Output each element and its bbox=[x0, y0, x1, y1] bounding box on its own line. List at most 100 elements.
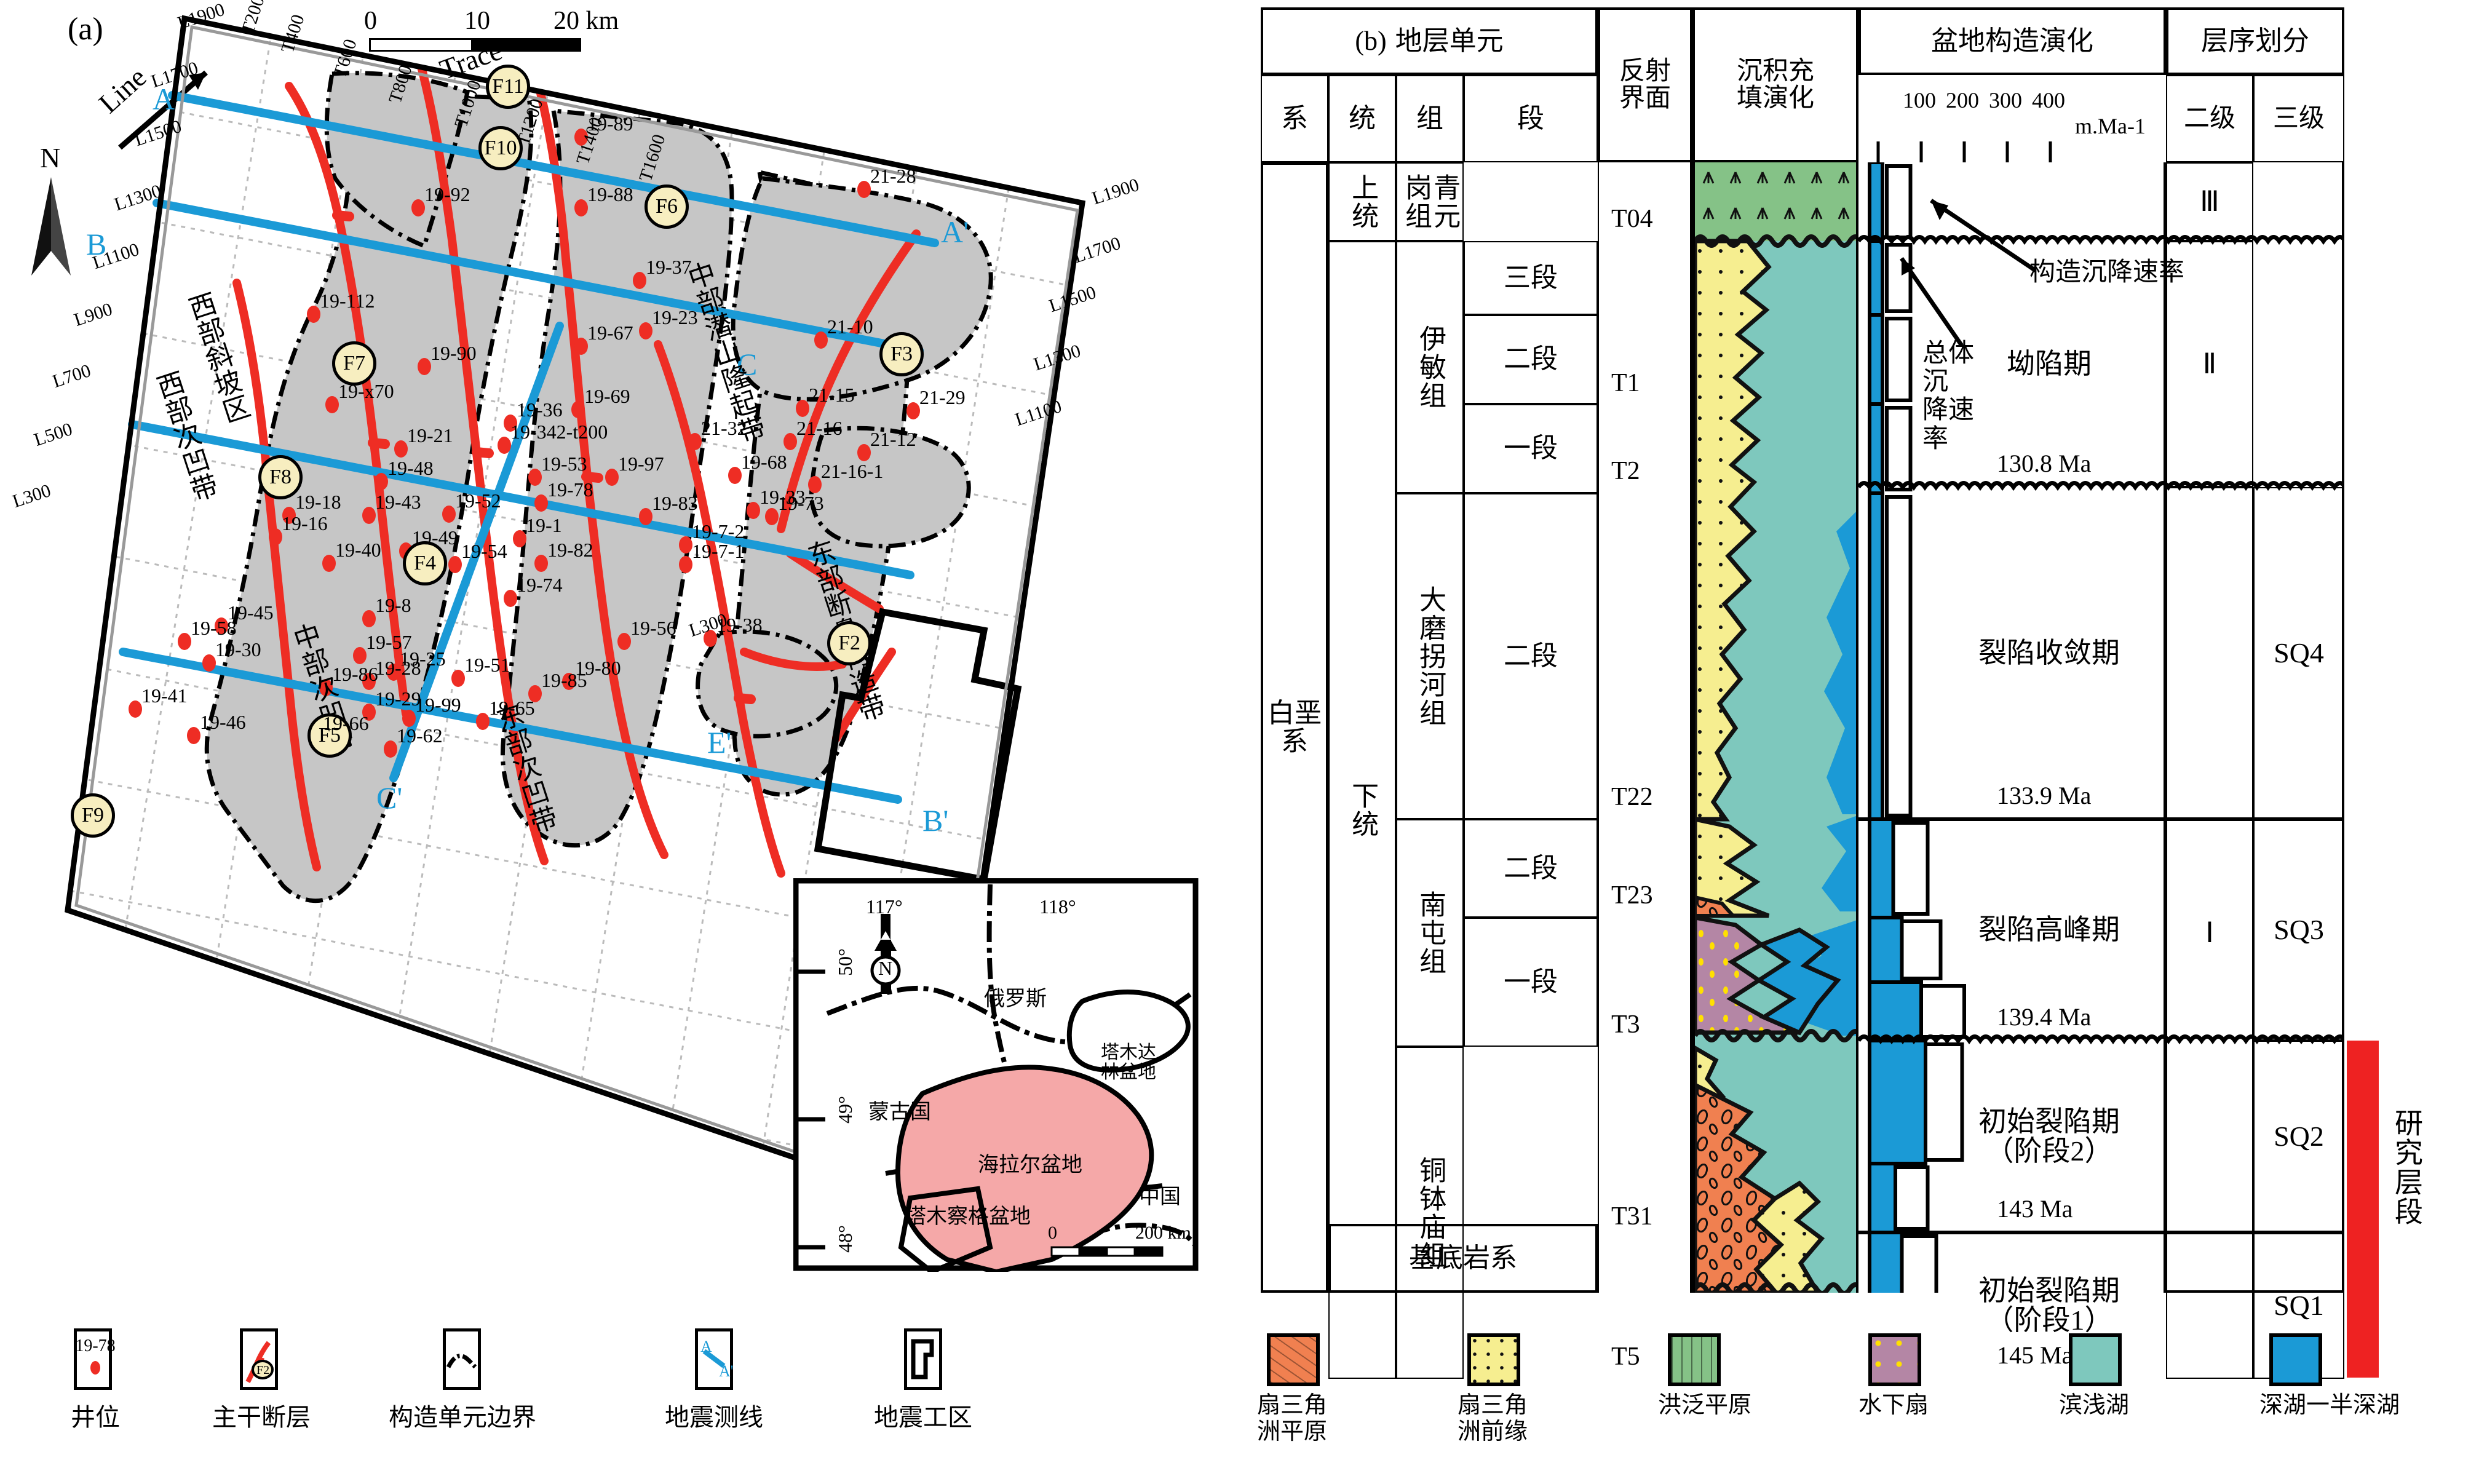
well-dot[interactable] bbox=[728, 467, 742, 484]
well-label: 19-7-2 bbox=[692, 520, 745, 542]
well-label: 19-67 bbox=[587, 322, 633, 344]
fault-badge-f4[interactable]: F4 bbox=[403, 541, 447, 585]
well-dot[interactable] bbox=[857, 181, 871, 198]
well-dot[interactable] bbox=[571, 401, 585, 418]
well-dot[interactable] bbox=[857, 444, 871, 461]
well-dot[interactable] bbox=[387, 664, 400, 681]
well-dot[interactable] bbox=[906, 402, 920, 419]
well-dot[interactable] bbox=[783, 433, 797, 450]
well-dot[interactable] bbox=[202, 654, 216, 672]
well-dot[interactable] bbox=[362, 610, 376, 627]
well-dot[interactable] bbox=[178, 633, 191, 650]
well-dot[interactable] bbox=[187, 727, 200, 744]
well-dot[interactable] bbox=[562, 673, 576, 690]
annotation-tectonic-rate: 构造沉降速率 bbox=[1913, 192, 2184, 287]
well-dot[interactable] bbox=[574, 199, 588, 216]
well-dot[interactable] bbox=[796, 400, 809, 417]
legend-item-seismic-line: A A' 地震测线 bbox=[665, 1328, 763, 1431]
inset-basin-tamuchage: 塔木察格盆地 bbox=[905, 1205, 1031, 1228]
well-dot[interactable] bbox=[402, 710, 416, 727]
well-dot[interactable] bbox=[504, 590, 517, 607]
fault-badge-f9[interactable]: F9 bbox=[71, 793, 115, 838]
member-cell-5: 一段 bbox=[1464, 918, 1598, 1047]
well-dot[interactable] bbox=[747, 502, 760, 519]
well-dot[interactable] bbox=[528, 469, 542, 486]
well-dot[interactable] bbox=[282, 507, 296, 524]
well-dot[interactable] bbox=[679, 556, 692, 573]
well-dot[interactable] bbox=[448, 556, 462, 573]
fault-badge-label: F8 bbox=[269, 466, 292, 488]
second-order-cell-label: Ⅰ bbox=[2205, 916, 2214, 948]
well-dot[interactable] bbox=[639, 508, 652, 525]
well-dot[interactable] bbox=[451, 670, 465, 687]
axis-tick-300: 300 bbox=[1989, 88, 2022, 113]
well-dot[interactable] bbox=[411, 199, 425, 216]
well-label: 21-28 bbox=[870, 165, 916, 187]
well-dot[interactable] bbox=[574, 129, 588, 146]
well-dot[interactable] bbox=[605, 469, 619, 486]
well-dot[interactable] bbox=[375, 473, 388, 490]
well-dot[interactable] bbox=[633, 272, 646, 289]
second-order-cell-2: Ⅰ bbox=[2166, 487, 2253, 1379]
inset-map: N 117° 118° 50° 49° 48° 俄罗斯 蒙古国 中国 塔木达林盆… bbox=[793, 878, 1199, 1272]
well-dot[interactable] bbox=[418, 358, 431, 375]
well-dot[interactable] bbox=[513, 530, 526, 547]
reflector-label-t04: T04 bbox=[1611, 205, 1653, 233]
axis-tick-400: 400 bbox=[2032, 88, 2065, 113]
well-dot[interactable] bbox=[534, 555, 548, 572]
well-label: 19-21 bbox=[407, 424, 453, 446]
well-dot[interactable] bbox=[679, 536, 692, 554]
well-dot[interactable] bbox=[814, 331, 828, 349]
scalebar-tick-10: 10 bbox=[464, 7, 490, 35]
well-dot[interactable] bbox=[394, 440, 408, 458]
well-dot[interactable] bbox=[129, 700, 142, 718]
well-dot[interactable] bbox=[322, 555, 336, 572]
well-dot[interactable] bbox=[215, 617, 228, 635]
well-dot[interactable] bbox=[362, 507, 376, 524]
fault-badge-f8[interactable]: F8 bbox=[258, 455, 303, 499]
well-dot[interactable] bbox=[269, 528, 282, 546]
tectonic-stage-age-4: 145 Ma bbox=[1997, 1341, 2073, 1369]
tectonic-stage-2: 裂陷高峰期 bbox=[1932, 819, 2166, 1041]
well-dot[interactable] bbox=[574, 338, 588, 355]
well-label: 19-23 bbox=[652, 306, 698, 328]
well-dot[interactable] bbox=[476, 713, 490, 730]
fault-badge-f11[interactable]: F11 bbox=[486, 65, 530, 109]
tectonic-stage-age-3: 143 Ma bbox=[1997, 1195, 2073, 1223]
well-dot[interactable] bbox=[319, 679, 333, 696]
facies-swatch-deep-semideep-lake bbox=[2269, 1333, 2322, 1386]
fault-badge-f2[interactable]: F2 bbox=[827, 621, 871, 665]
header-tectonic-evolution: 盆地构造演化 bbox=[1858, 7, 2166, 75]
well-dot[interactable] bbox=[362, 673, 376, 690]
well-dot[interactable] bbox=[704, 630, 717, 647]
well-dot[interactable] bbox=[325, 396, 339, 413]
fault-badge-f7[interactable]: F7 bbox=[332, 341, 376, 386]
well-dot[interactable] bbox=[617, 633, 631, 650]
well-dot[interactable] bbox=[307, 306, 320, 323]
fault-badge-f3[interactable]: F3 bbox=[879, 332, 924, 376]
third-order-cell-1: SQ3 bbox=[2253, 819, 2344, 1041]
header-strat-unit: (b) 地层单元 bbox=[1261, 7, 1598, 75]
fault-badge-f10[interactable]: F10 bbox=[478, 126, 523, 170]
total-rate-bar bbox=[1868, 916, 1904, 984]
well-dot[interactable] bbox=[528, 685, 542, 702]
facies-legend-label-fan-delta-plain: 扇三角 洲平原 bbox=[1257, 1392, 1328, 1445]
well-dot[interactable] bbox=[384, 740, 397, 758]
well-dot[interactable] bbox=[498, 437, 511, 454]
well-dot[interactable] bbox=[442, 506, 456, 523]
well-dot[interactable] bbox=[362, 704, 376, 721]
well-dot[interactable] bbox=[639, 322, 652, 339]
third-order-cell-label: SQ2 bbox=[2274, 1120, 2324, 1152]
well-dot[interactable] bbox=[808, 476, 822, 493]
legend-label-seismic-line: 地震测线 bbox=[665, 1403, 763, 1431]
well-label: 19-36 bbox=[517, 399, 563, 421]
seismic-line-symbol: A A' bbox=[695, 1328, 733, 1390]
well-dot[interactable] bbox=[688, 433, 702, 450]
well-dot[interactable] bbox=[353, 647, 367, 664]
fault-badge-f5[interactable]: F5 bbox=[307, 713, 352, 758]
member-cell-3: 二段 bbox=[1464, 493, 1598, 819]
fault-badge-f6[interactable]: F6 bbox=[645, 185, 689, 229]
well-dot[interactable] bbox=[765, 508, 779, 525]
well-dot[interactable] bbox=[504, 415, 517, 432]
well-dot[interactable] bbox=[534, 494, 548, 512]
